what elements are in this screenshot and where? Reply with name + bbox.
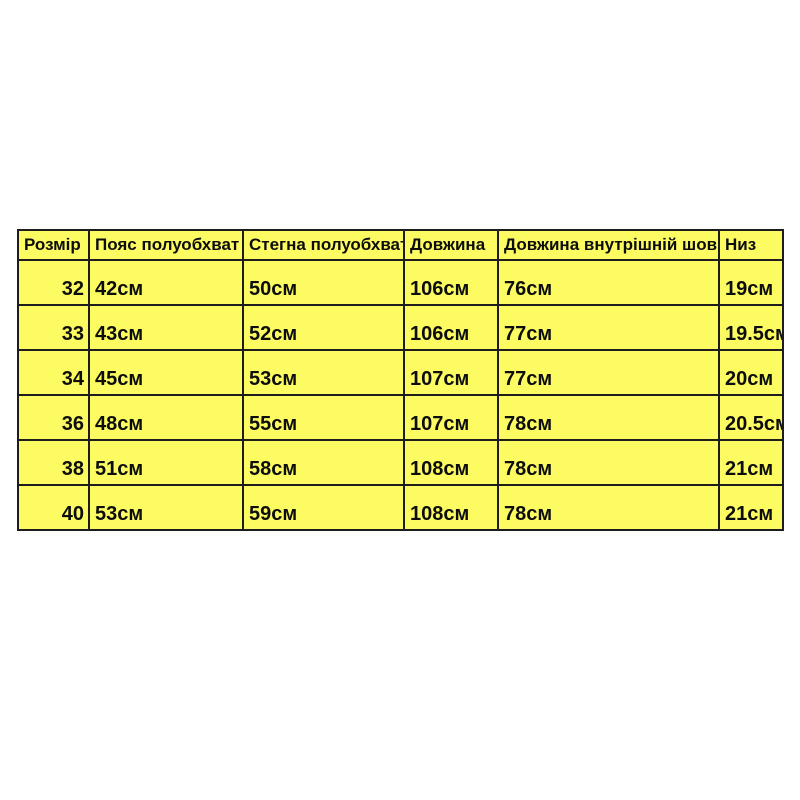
size-cell: 40 [17, 484, 90, 531]
size-cell: 34 [17, 349, 90, 396]
column-header-size: Розмір [17, 229, 90, 261]
header-row: Розмір Пояс полуобхват Стегна полуобхват… [17, 229, 784, 261]
bottom-cell: 19.5см [718, 304, 784, 351]
inseam-cell: 77см [497, 304, 720, 351]
hips-cell: 53см [242, 349, 405, 396]
hips-cell: 50см [242, 259, 405, 306]
waist-cell: 48см [88, 394, 244, 441]
length-cell: 106см [403, 259, 499, 306]
size-chart-table: Розмір Пояс полуобхват Стегна полуобхват… [17, 229, 784, 531]
inseam-cell: 78см [497, 439, 720, 486]
waist-cell: 45см [88, 349, 244, 396]
table-row: 36 48см 55см 107см 78см 20.5см [17, 394, 784, 441]
length-cell: 108см [403, 484, 499, 531]
bottom-cell: 20см [718, 349, 784, 396]
hips-cell: 55см [242, 394, 405, 441]
waist-cell: 51см [88, 439, 244, 486]
size-cell: 38 [17, 439, 90, 486]
inseam-cell: 76см [497, 259, 720, 306]
table-row: 32 42см 50см 106см 76см 19см [17, 259, 784, 306]
inseam-cell: 77см [497, 349, 720, 396]
hips-cell: 52см [242, 304, 405, 351]
bottom-cell: 19см [718, 259, 784, 306]
waist-cell: 42см [88, 259, 244, 306]
waist-cell: 43см [88, 304, 244, 351]
column-header-hips: Стегна полуобхват [242, 229, 405, 261]
column-header-waist: Пояс полуобхват [88, 229, 244, 261]
column-header-length: Довжина [403, 229, 499, 261]
table-row: 40 53см 59см 108см 78см 21см [17, 484, 784, 531]
size-cell: 33 [17, 304, 90, 351]
length-cell: 107см [403, 349, 499, 396]
table-row: 33 43см 52см 106см 77см 19.5см [17, 304, 784, 351]
size-cell: 36 [17, 394, 90, 441]
length-cell: 108см [403, 439, 499, 486]
hips-cell: 58см [242, 439, 405, 486]
column-header-bottom: Низ [718, 229, 784, 261]
inseam-cell: 78см [497, 484, 720, 531]
table-row: 38 51см 58см 108см 78см 21см [17, 439, 784, 486]
bottom-cell: 21см [718, 439, 784, 486]
table-row: 34 45см 53см 107см 77см 20см [17, 349, 784, 396]
bottom-cell: 21см [718, 484, 784, 531]
length-cell: 106см [403, 304, 499, 351]
size-cell: 32 [17, 259, 90, 306]
inseam-cell: 78см [497, 394, 720, 441]
hips-cell: 59см [242, 484, 405, 531]
length-cell: 107см [403, 394, 499, 441]
waist-cell: 53см [88, 484, 244, 531]
column-header-inseam: Довжина внутрішній шов [497, 229, 720, 261]
bottom-cell: 20.5см [718, 394, 784, 441]
